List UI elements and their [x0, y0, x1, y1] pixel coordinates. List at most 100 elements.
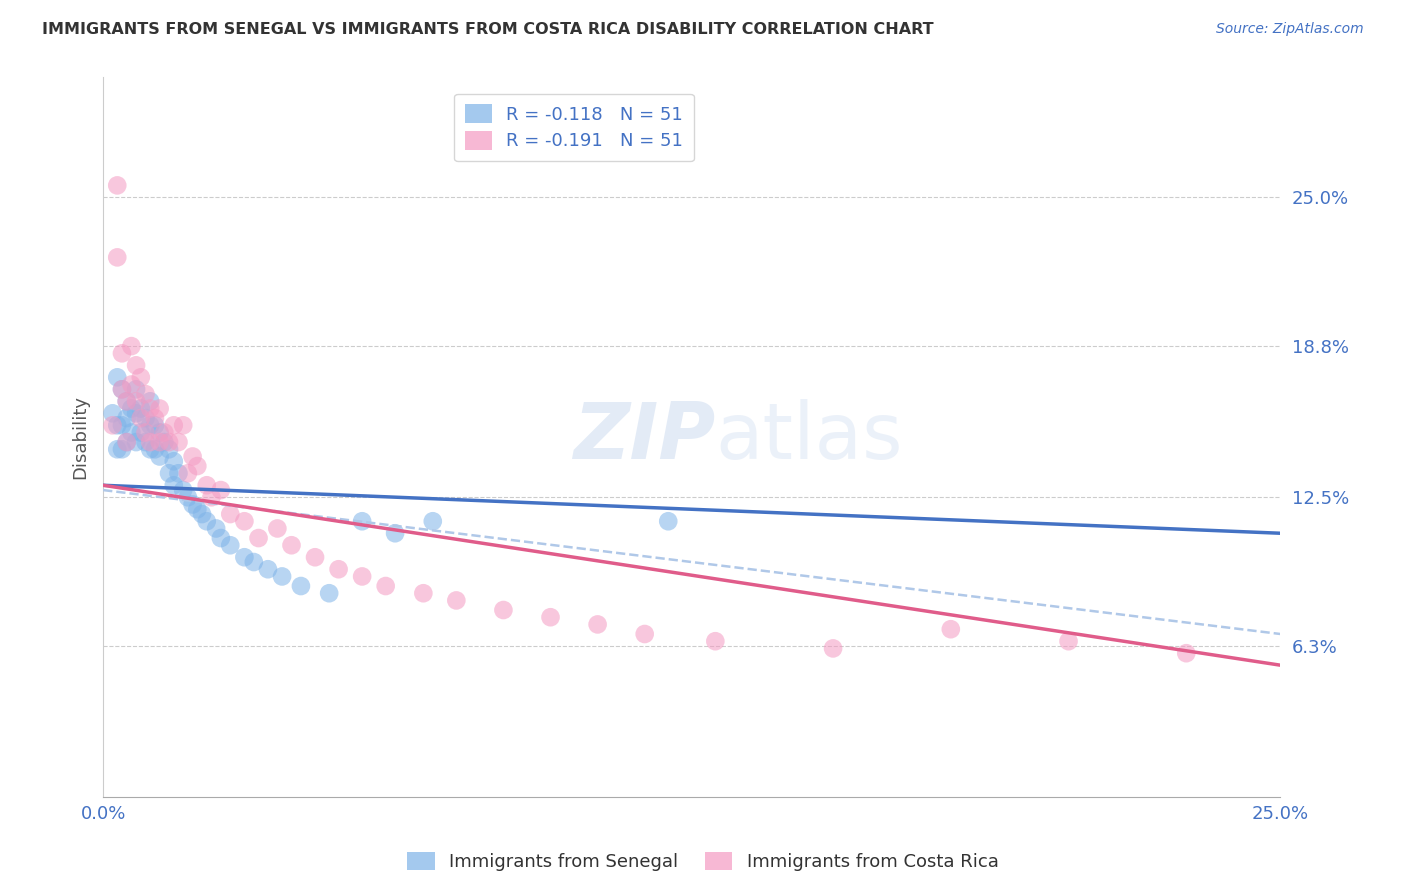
Point	[115, 394, 138, 409]
Point	[233, 514, 256, 528]
Point	[290, 579, 312, 593]
Point	[111, 346, 134, 360]
Point	[181, 450, 204, 464]
Point	[111, 442, 134, 457]
Point	[134, 411, 156, 425]
Point	[120, 377, 142, 392]
Point	[181, 498, 204, 512]
Point	[143, 411, 166, 425]
Text: atlas: atlas	[716, 400, 903, 475]
Point	[125, 394, 148, 409]
Point	[157, 467, 180, 481]
Point	[101, 418, 124, 433]
Point	[129, 401, 152, 416]
Point	[111, 382, 134, 396]
Point	[247, 531, 270, 545]
Point	[163, 418, 186, 433]
Point	[586, 617, 609, 632]
Point	[125, 435, 148, 450]
Point	[186, 459, 208, 474]
Point	[352, 514, 374, 528]
Point	[1175, 646, 1198, 660]
Point	[129, 411, 152, 425]
Point	[492, 603, 515, 617]
Point	[1057, 634, 1080, 648]
Point	[243, 555, 266, 569]
Point	[125, 406, 148, 420]
Point	[412, 586, 434, 600]
Point	[111, 418, 134, 433]
Point	[195, 514, 218, 528]
Point	[704, 634, 727, 648]
Point	[200, 490, 222, 504]
Point	[149, 401, 172, 416]
Text: ZIP: ZIP	[574, 400, 716, 475]
Point	[939, 622, 962, 636]
Point	[139, 442, 162, 457]
Point	[177, 490, 200, 504]
Point	[120, 401, 142, 416]
Point	[823, 641, 845, 656]
Point	[233, 550, 256, 565]
Point	[139, 418, 162, 433]
Point	[352, 569, 374, 583]
Point	[139, 401, 162, 416]
Point	[172, 418, 194, 433]
Point	[129, 425, 152, 440]
Point	[115, 411, 138, 425]
Point	[157, 435, 180, 450]
Point	[115, 435, 138, 450]
Point	[540, 610, 562, 624]
Point	[139, 394, 162, 409]
Point	[318, 586, 340, 600]
Point	[111, 382, 134, 396]
Point	[186, 502, 208, 516]
Point	[157, 442, 180, 457]
Point	[374, 579, 396, 593]
Point	[191, 507, 214, 521]
Point	[205, 521, 228, 535]
Point	[105, 178, 128, 193]
Point	[219, 507, 242, 521]
Point	[163, 478, 186, 492]
Legend: Immigrants from Senegal, Immigrants from Costa Rica: Immigrants from Senegal, Immigrants from…	[401, 845, 1005, 879]
Point	[271, 569, 294, 583]
Y-axis label: Disability: Disability	[72, 395, 89, 479]
Point	[266, 521, 288, 535]
Point	[384, 526, 406, 541]
Point	[219, 538, 242, 552]
Point	[115, 435, 138, 450]
Legend: R = -0.118   N = 51, R = -0.191   N = 51: R = -0.118 N = 51, R = -0.191 N = 51	[454, 94, 695, 161]
Point	[115, 394, 138, 409]
Point	[172, 483, 194, 497]
Point	[125, 382, 148, 396]
Point	[134, 387, 156, 401]
Point	[634, 627, 657, 641]
Point	[101, 406, 124, 420]
Point	[195, 478, 218, 492]
Point	[422, 514, 444, 528]
Point	[163, 454, 186, 468]
Point	[177, 467, 200, 481]
Point	[149, 450, 172, 464]
Point	[446, 593, 468, 607]
Point	[143, 418, 166, 433]
Point	[657, 514, 679, 528]
Point	[304, 550, 326, 565]
Point	[209, 483, 232, 497]
Point	[125, 359, 148, 373]
Point	[143, 442, 166, 457]
Point	[149, 435, 172, 450]
Point	[105, 251, 128, 265]
Text: IMMIGRANTS FROM SENEGAL VS IMMIGRANTS FROM COSTA RICA DISABILITY CORRELATION CHA: IMMIGRANTS FROM SENEGAL VS IMMIGRANTS FR…	[42, 22, 934, 37]
Point	[153, 435, 176, 450]
Point	[167, 435, 190, 450]
Point	[149, 425, 172, 440]
Point	[105, 442, 128, 457]
Point	[129, 370, 152, 384]
Point	[134, 435, 156, 450]
Point	[153, 425, 176, 440]
Point	[257, 562, 280, 576]
Point	[134, 425, 156, 440]
Text: Source: ZipAtlas.com: Source: ZipAtlas.com	[1216, 22, 1364, 37]
